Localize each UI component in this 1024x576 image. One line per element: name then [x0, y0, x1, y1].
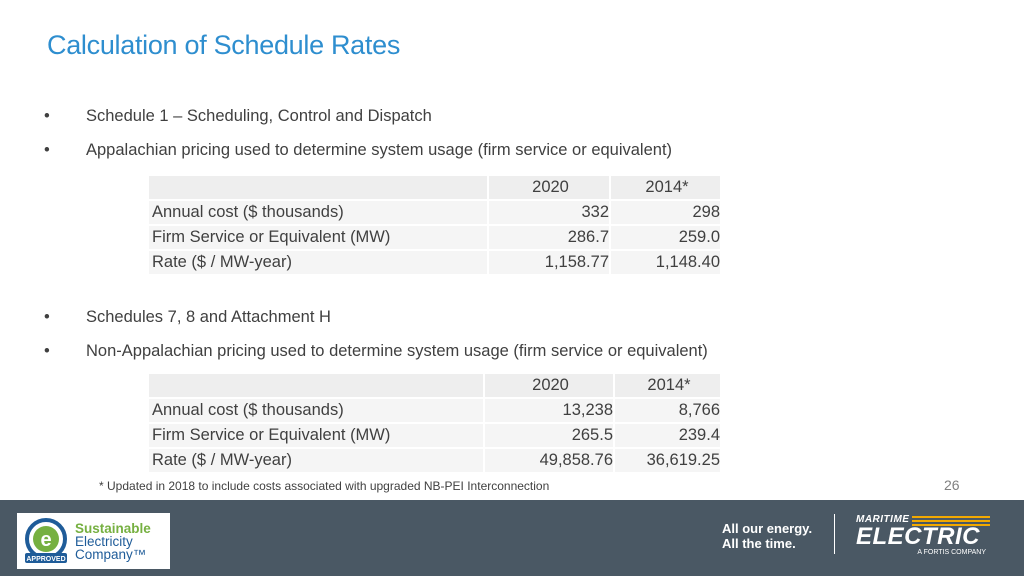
schedule-1-table: 2020 2014* Annual cost ($ thousands) 332…: [147, 174, 722, 276]
footer-bar: e APPROVED Sustainable Electricity Compa…: [0, 500, 1024, 576]
table-header-cell: 2020: [485, 374, 613, 397]
bullet-dot: •: [44, 141, 50, 159]
bullet-dot: •: [44, 107, 50, 125]
table-row: Firm Service or Equivalent (MW) 286.7 25…: [149, 226, 720, 249]
tagline: All our energy. All the time.: [722, 521, 812, 551]
table-row: Annual cost ($ thousands) 332 298: [149, 201, 720, 224]
badge-text: APPROVED: [26, 556, 65, 563]
bullet-appalachian: • Appalachian pricing used to determine …: [44, 141, 672, 160]
row-label: Annual cost ($ thousands): [149, 399, 483, 422]
bullet-text: Appalachian pricing used to determine sy…: [86, 141, 673, 159]
value-2020: 1,158.77: [489, 251, 609, 274]
approved-e-badge-icon: e APPROVED: [25, 518, 67, 563]
table-header-cell: [149, 176, 487, 199]
bullet-text: Non-Appalachian pricing used to determin…: [86, 342, 708, 360]
sustainable-electricity-logo: e APPROVED Sustainable Electricity Compa…: [17, 513, 170, 569]
sec-logo-line: Sustainable: [75, 520, 151, 536]
footer-divider: [834, 514, 835, 554]
value-2014: 259.0: [611, 226, 720, 249]
bullet-text: Schedules 7, 8 and Attachment H: [86, 308, 331, 326]
bullet-schedules-7-8: • Schedules 7, 8 and Attachment H: [44, 308, 331, 327]
table-row: Annual cost ($ thousands) 13,238 8,766: [149, 399, 720, 422]
logo-fortis: A FORTIS COMPANY: [917, 549, 986, 556]
logo-maritime: MARITIME: [856, 514, 910, 525]
row-label: Firm Service or Equivalent (MW): [149, 226, 487, 249]
table-row: Rate ($ / MW-year) 1,158.77 1,148.40: [149, 251, 720, 274]
value-2020: 49,858.76: [485, 449, 613, 472]
value-2020: 265.5: [485, 424, 613, 447]
table-header-cell: 2014*: [615, 374, 720, 397]
row-label: Rate ($ / MW-year): [149, 251, 487, 274]
value-2014: 239.4: [615, 424, 720, 447]
row-label: Firm Service or Equivalent (MW): [149, 424, 483, 447]
maritime-electric-logo: MARITIME ELECTRIC A FORTIS COMPANY: [856, 514, 996, 560]
svg-text:e: e: [40, 529, 51, 551]
table-row: Firm Service or Equivalent (MW) 265.5 23…: [149, 424, 720, 447]
sec-logo-text: Sustainable Electricity Company™: [75, 520, 151, 562]
bullet-non-appalachian: • Non-Appalachian pricing used to determ…: [44, 342, 708, 361]
tagline-line-2: All the time.: [722, 536, 796, 551]
page-number: 26: [944, 477, 960, 493]
row-label: Annual cost ($ thousands): [149, 201, 487, 224]
value-2014: 36,619.25: [615, 449, 720, 472]
table-row: Rate ($ / MW-year) 49,858.76 36,619.25: [149, 449, 720, 472]
table-header-row: 2020 2014*: [149, 176, 720, 199]
value-2014: 298: [611, 201, 720, 224]
bullet-dot: •: [44, 308, 50, 326]
sec-logo-line: Electricity: [75, 533, 133, 549]
row-label: Rate ($ / MW-year): [149, 449, 483, 472]
bullet-text: Schedule 1 – Scheduling, Control and Dis…: [86, 107, 432, 125]
schedules-7-8-table: 2020 2014* Annual cost ($ thousands) 13,…: [147, 372, 722, 474]
table-header-cell: 2014*: [611, 176, 720, 199]
value-2020: 286.7: [489, 226, 609, 249]
footnote: * Updated in 2018 to include costs assoc…: [99, 479, 550, 493]
bullet-dot: •: [44, 342, 50, 360]
value-2014: 1,148.40: [611, 251, 720, 274]
logo-electric: ELECTRIC: [856, 523, 980, 550]
value-2020: 13,238: [485, 399, 613, 422]
table-header-row: 2020 2014*: [149, 374, 720, 397]
value-2014: 8,766: [615, 399, 720, 422]
table-header-cell: 2020: [489, 176, 609, 199]
value-2020: 332: [489, 201, 609, 224]
page-title: Calculation of Schedule Rates: [47, 30, 401, 60]
sec-logo-line: Company™: [75, 546, 147, 562]
table-header-cell: [149, 374, 483, 397]
tagline-line-1: All our energy.: [722, 521, 813, 536]
logo-stripes-icon: [912, 516, 990, 528]
bullet-schedule-1: • Schedule 1 – Scheduling, Control and D…: [44, 107, 432, 126]
